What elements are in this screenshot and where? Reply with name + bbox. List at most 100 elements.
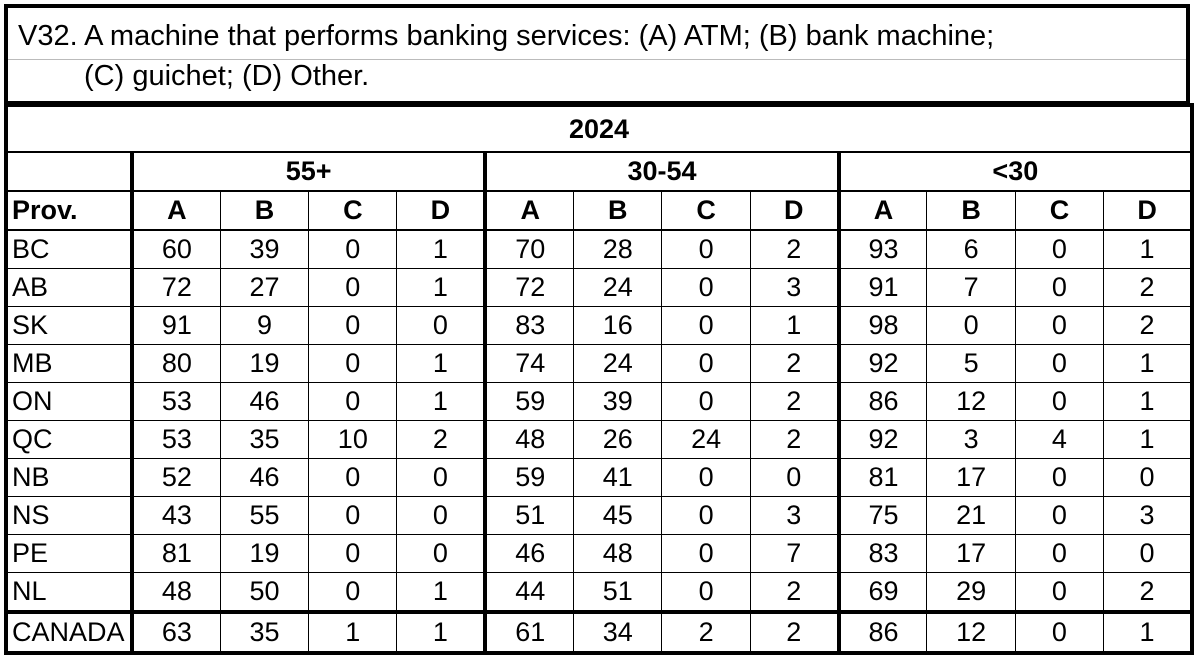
value-cell: 24 xyxy=(573,344,663,383)
value-cell: 5 xyxy=(926,344,1016,383)
value-cell: 0 xyxy=(308,382,398,421)
table-row: BC 60 39 0 1 70 28 0 2 93 6 0 1 xyxy=(4,229,1194,269)
value-cell: 2 xyxy=(661,610,751,655)
value-cell: 41 xyxy=(573,458,663,497)
value-cell: 43 xyxy=(129,496,221,535)
value-cell: 83 xyxy=(483,306,575,345)
year-row: 2024 xyxy=(3,103,1194,153)
value-cell: 0 xyxy=(308,534,398,573)
value-cell: 0 xyxy=(308,344,398,383)
value-cell: 69 xyxy=(836,572,928,613)
value-cell: 0 xyxy=(308,306,398,345)
value-cell: 19 xyxy=(219,344,310,383)
value-cell: 2 xyxy=(1103,306,1194,345)
value-cell: 0 xyxy=(396,534,486,573)
value-cell: 2 xyxy=(749,610,840,655)
value-cell: 0 xyxy=(661,572,751,613)
province-cell: AB xyxy=(4,268,133,307)
value-cell: 7 xyxy=(926,268,1016,307)
value-cell: 93 xyxy=(836,229,928,269)
value-cell: 2 xyxy=(1103,268,1194,307)
value-cell: 9 xyxy=(219,306,310,345)
value-cell: 0 xyxy=(1014,572,1105,613)
value-cell: 0 xyxy=(308,458,398,497)
value-cell: 0 xyxy=(661,229,751,269)
value-cell: 0 xyxy=(1014,268,1105,307)
value-cell: 39 xyxy=(573,382,663,421)
value-cell: 1 xyxy=(308,610,398,655)
value-cell: 0 xyxy=(1103,534,1194,573)
value-cell: 0 xyxy=(308,268,398,307)
column-header-c: C xyxy=(1014,190,1105,231)
value-cell: 3 xyxy=(926,420,1016,459)
column-header-b: B xyxy=(926,190,1016,231)
value-cell: 72 xyxy=(483,268,575,307)
value-cell: 0 xyxy=(1014,306,1105,345)
province-cell: SK xyxy=(4,306,133,345)
value-cell: 0 xyxy=(1014,496,1105,535)
value-cell: 0 xyxy=(1014,610,1105,655)
value-cell: 45 xyxy=(573,496,663,535)
column-header-b: B xyxy=(573,190,663,231)
value-cell: 10 xyxy=(308,420,398,459)
value-cell: 98 xyxy=(836,306,928,345)
value-cell: 4 xyxy=(1014,420,1105,459)
value-cell: 1 xyxy=(396,229,486,269)
value-cell: 55 xyxy=(219,496,310,535)
value-cell: 1 xyxy=(396,572,486,613)
value-cell: 0 xyxy=(1014,344,1105,383)
value-cell: 60 xyxy=(129,229,221,269)
value-cell: 0 xyxy=(1014,458,1105,497)
province-cell: NB xyxy=(4,458,133,497)
table-row: QC 53 35 10 2 48 26 24 2 92 3 4 1 xyxy=(4,420,1194,459)
total-row: CANADA 63 35 1 1 61 34 2 2 86 12 0 1 xyxy=(4,610,1194,655)
value-cell: 1 xyxy=(749,306,840,345)
value-cell: 0 xyxy=(1014,534,1105,573)
value-cell: 52 xyxy=(129,458,221,497)
value-cell: 6 xyxy=(926,229,1016,269)
value-cell: 81 xyxy=(129,534,221,573)
value-cell: 2 xyxy=(749,420,840,459)
value-cell: 0 xyxy=(749,458,840,497)
value-cell: 0 xyxy=(661,344,751,383)
value-cell: 91 xyxy=(836,268,928,307)
value-cell: 0 xyxy=(396,306,486,345)
question-divider xyxy=(8,59,1186,60)
value-cell: 53 xyxy=(129,382,221,421)
value-cell: 0 xyxy=(308,572,398,613)
column-header-d: D xyxy=(1103,190,1194,231)
province-cell: MB xyxy=(4,344,133,383)
value-cell: 75 xyxy=(836,496,928,535)
age-group-under-30: <30 xyxy=(836,151,1194,192)
value-cell: 48 xyxy=(573,534,663,573)
value-cell: 51 xyxy=(573,572,663,613)
value-cell: 50 xyxy=(219,572,310,613)
value-cell: 46 xyxy=(219,382,310,421)
value-cell: 86 xyxy=(836,382,928,421)
column-header-c: C xyxy=(308,190,398,231)
province-cell: NS xyxy=(4,496,133,535)
question-line-1: V32. A machine that performs banking ser… xyxy=(18,20,995,52)
value-cell: 1 xyxy=(396,344,486,383)
value-cell: 12 xyxy=(926,382,1016,421)
value-cell: 29 xyxy=(926,572,1016,613)
table-row: PE 81 19 0 0 46 48 0 7 83 17 0 0 xyxy=(4,534,1194,573)
value-cell: 1 xyxy=(1103,420,1194,459)
column-header-a: A xyxy=(836,190,928,231)
value-cell: 34 xyxy=(573,610,663,655)
value-cell: 16 xyxy=(573,306,663,345)
value-cell: 24 xyxy=(661,420,751,459)
value-cell: 46 xyxy=(219,458,310,497)
value-cell: 0 xyxy=(396,458,486,497)
prov-header: Prov. xyxy=(4,190,133,231)
value-cell: 59 xyxy=(483,458,575,497)
value-cell: 48 xyxy=(483,420,575,459)
value-cell: 51 xyxy=(483,496,575,535)
value-cell: 12 xyxy=(926,610,1016,655)
value-cell: 0 xyxy=(661,534,751,573)
question-line-2: (C) guichet; (D) Other. xyxy=(84,60,370,92)
table-row: NB 52 46 0 0 59 41 0 0 81 17 0 0 xyxy=(4,458,1194,497)
value-cell: 27 xyxy=(219,268,310,307)
value-cell: 2 xyxy=(749,382,840,421)
value-cell: 0 xyxy=(308,229,398,269)
